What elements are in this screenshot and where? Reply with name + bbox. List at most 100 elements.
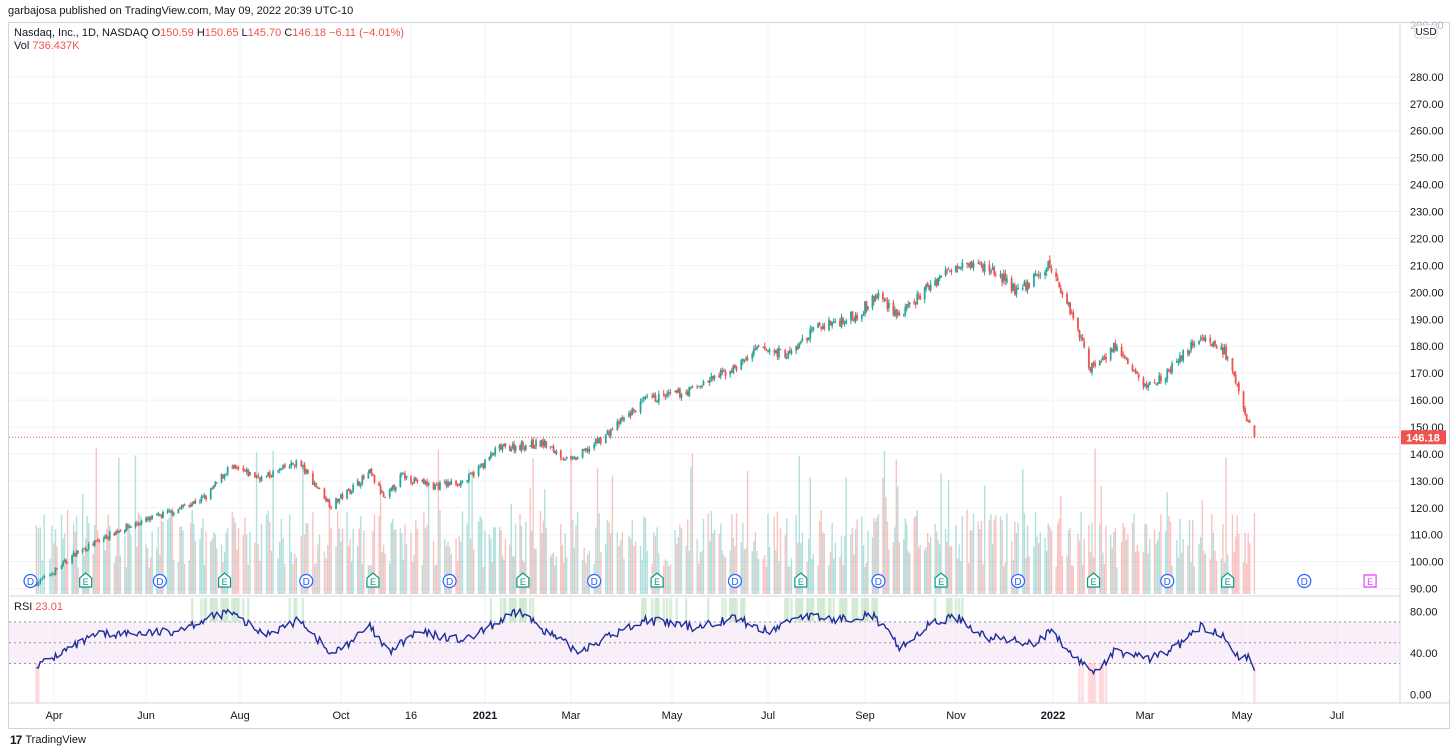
candle-body[interactable] xyxy=(641,399,644,401)
candle-body[interactable] xyxy=(1122,354,1125,356)
candle-body[interactable] xyxy=(182,504,184,508)
candle-body[interactable] xyxy=(691,386,694,388)
candle-body[interactable] xyxy=(341,494,344,499)
candle-body[interactable] xyxy=(756,346,758,350)
candle-body[interactable] xyxy=(200,496,203,501)
candle-body[interactable] xyxy=(157,513,160,515)
candle-body[interactable] xyxy=(593,444,596,449)
candle-body[interactable] xyxy=(459,481,462,486)
candle-body[interactable] xyxy=(944,269,947,276)
candle-body[interactable] xyxy=(508,446,511,452)
candle-body[interactable] xyxy=(158,513,161,516)
candle-body[interactable] xyxy=(696,386,699,388)
candle-body[interactable] xyxy=(49,574,51,576)
candle-body[interactable] xyxy=(795,346,798,351)
candle-body[interactable] xyxy=(662,393,665,395)
candle-body[interactable] xyxy=(295,461,298,467)
candle-body[interactable] xyxy=(139,524,141,526)
candle-body[interactable] xyxy=(180,506,183,508)
candle-body[interactable] xyxy=(393,485,396,490)
candle-body[interactable] xyxy=(817,323,819,328)
candle-body[interactable] xyxy=(1234,374,1237,384)
candle-body[interactable] xyxy=(956,265,959,269)
candle-body[interactable] xyxy=(893,310,896,316)
candle-body[interactable] xyxy=(990,270,992,273)
candle-body[interactable] xyxy=(277,470,279,472)
candle-body[interactable] xyxy=(1058,282,1061,288)
candle-body[interactable] xyxy=(1101,356,1104,361)
candle-body[interactable] xyxy=(908,302,911,305)
earnings-marker-icon[interactable] xyxy=(934,572,948,588)
candle-body[interactable] xyxy=(267,472,270,477)
candle-body[interactable] xyxy=(346,489,348,499)
candle-body[interactable] xyxy=(223,474,226,479)
candle-body[interactable] xyxy=(424,481,427,485)
candle-body[interactable] xyxy=(108,532,111,540)
candle-body[interactable] xyxy=(664,394,667,398)
candle-body[interactable] xyxy=(874,295,877,301)
candle-body[interactable] xyxy=(65,560,67,563)
candle-body[interactable] xyxy=(1180,355,1183,360)
candle-body[interactable] xyxy=(840,317,843,328)
candle-body[interactable] xyxy=(778,348,780,358)
candle-body[interactable] xyxy=(148,516,150,521)
dividend-marker-icon[interactable] xyxy=(871,573,886,589)
candle-body[interactable] xyxy=(489,453,492,459)
candle-body[interactable] xyxy=(523,447,526,450)
candle-body[interactable] xyxy=(983,264,986,272)
candle-body[interactable] xyxy=(1045,268,1048,272)
candle-body[interactable] xyxy=(581,449,584,458)
candle-body[interactable] xyxy=(1021,287,1024,290)
candle-body[interactable] xyxy=(146,518,149,520)
candle-body[interactable] xyxy=(533,447,536,449)
candle-body[interactable] xyxy=(902,314,905,316)
candle-body[interactable] xyxy=(151,515,154,520)
candle-body[interactable] xyxy=(675,390,678,393)
candle-body[interactable] xyxy=(381,491,383,493)
candle-body[interactable] xyxy=(189,504,192,508)
candle-body[interactable] xyxy=(83,548,86,550)
candle-body[interactable] xyxy=(54,567,57,575)
candle-body[interactable] xyxy=(370,468,373,475)
candle-body[interactable] xyxy=(479,466,482,468)
candle-body[interactable] xyxy=(1148,381,1151,385)
candle-body[interactable] xyxy=(724,371,727,376)
candle-body[interactable] xyxy=(56,568,58,570)
candle-body[interactable] xyxy=(609,429,612,437)
candle-body[interactable] xyxy=(713,375,716,379)
candle-body[interactable] xyxy=(435,484,438,486)
candle-body[interactable] xyxy=(117,530,120,533)
candle-body[interactable] xyxy=(369,469,371,473)
candle-body[interactable] xyxy=(179,508,181,510)
candle-body[interactable] xyxy=(529,445,532,447)
candle-body[interactable] xyxy=(482,464,485,468)
candle-body[interactable] xyxy=(555,451,558,454)
candle-body[interactable] xyxy=(631,408,634,416)
candle-body[interactable] xyxy=(503,444,505,447)
dividend-marker-icon[interactable] xyxy=(1010,573,1026,589)
candle-body[interactable] xyxy=(851,311,854,317)
candle-body[interactable] xyxy=(562,459,565,461)
candle-body[interactable] xyxy=(988,264,991,272)
candle-body[interactable] xyxy=(328,499,331,507)
candle-body[interactable] xyxy=(66,562,69,564)
candle-body[interactable] xyxy=(288,466,291,469)
candle-body[interactable] xyxy=(618,421,620,425)
candle-body[interactable] xyxy=(554,450,556,454)
candle-body[interactable] xyxy=(685,392,688,394)
candle-body[interactable] xyxy=(1126,358,1129,365)
candle-body[interactable] xyxy=(119,530,122,532)
candle-body[interactable] xyxy=(928,285,931,290)
candle-body[interactable] xyxy=(390,488,393,491)
candle-body[interactable] xyxy=(570,456,572,459)
candle-body[interactable] xyxy=(539,440,542,447)
candle-body[interactable] xyxy=(172,512,175,516)
candle-body[interactable] xyxy=(559,450,562,458)
candle-body[interactable] xyxy=(845,320,848,324)
candle-body[interactable] xyxy=(917,295,920,297)
candle-body[interactable] xyxy=(702,381,705,386)
candle-body[interactable] xyxy=(773,350,776,353)
candle-body[interactable] xyxy=(209,488,212,499)
candle-body[interactable] xyxy=(388,490,391,497)
candle-body[interactable] xyxy=(821,325,824,330)
